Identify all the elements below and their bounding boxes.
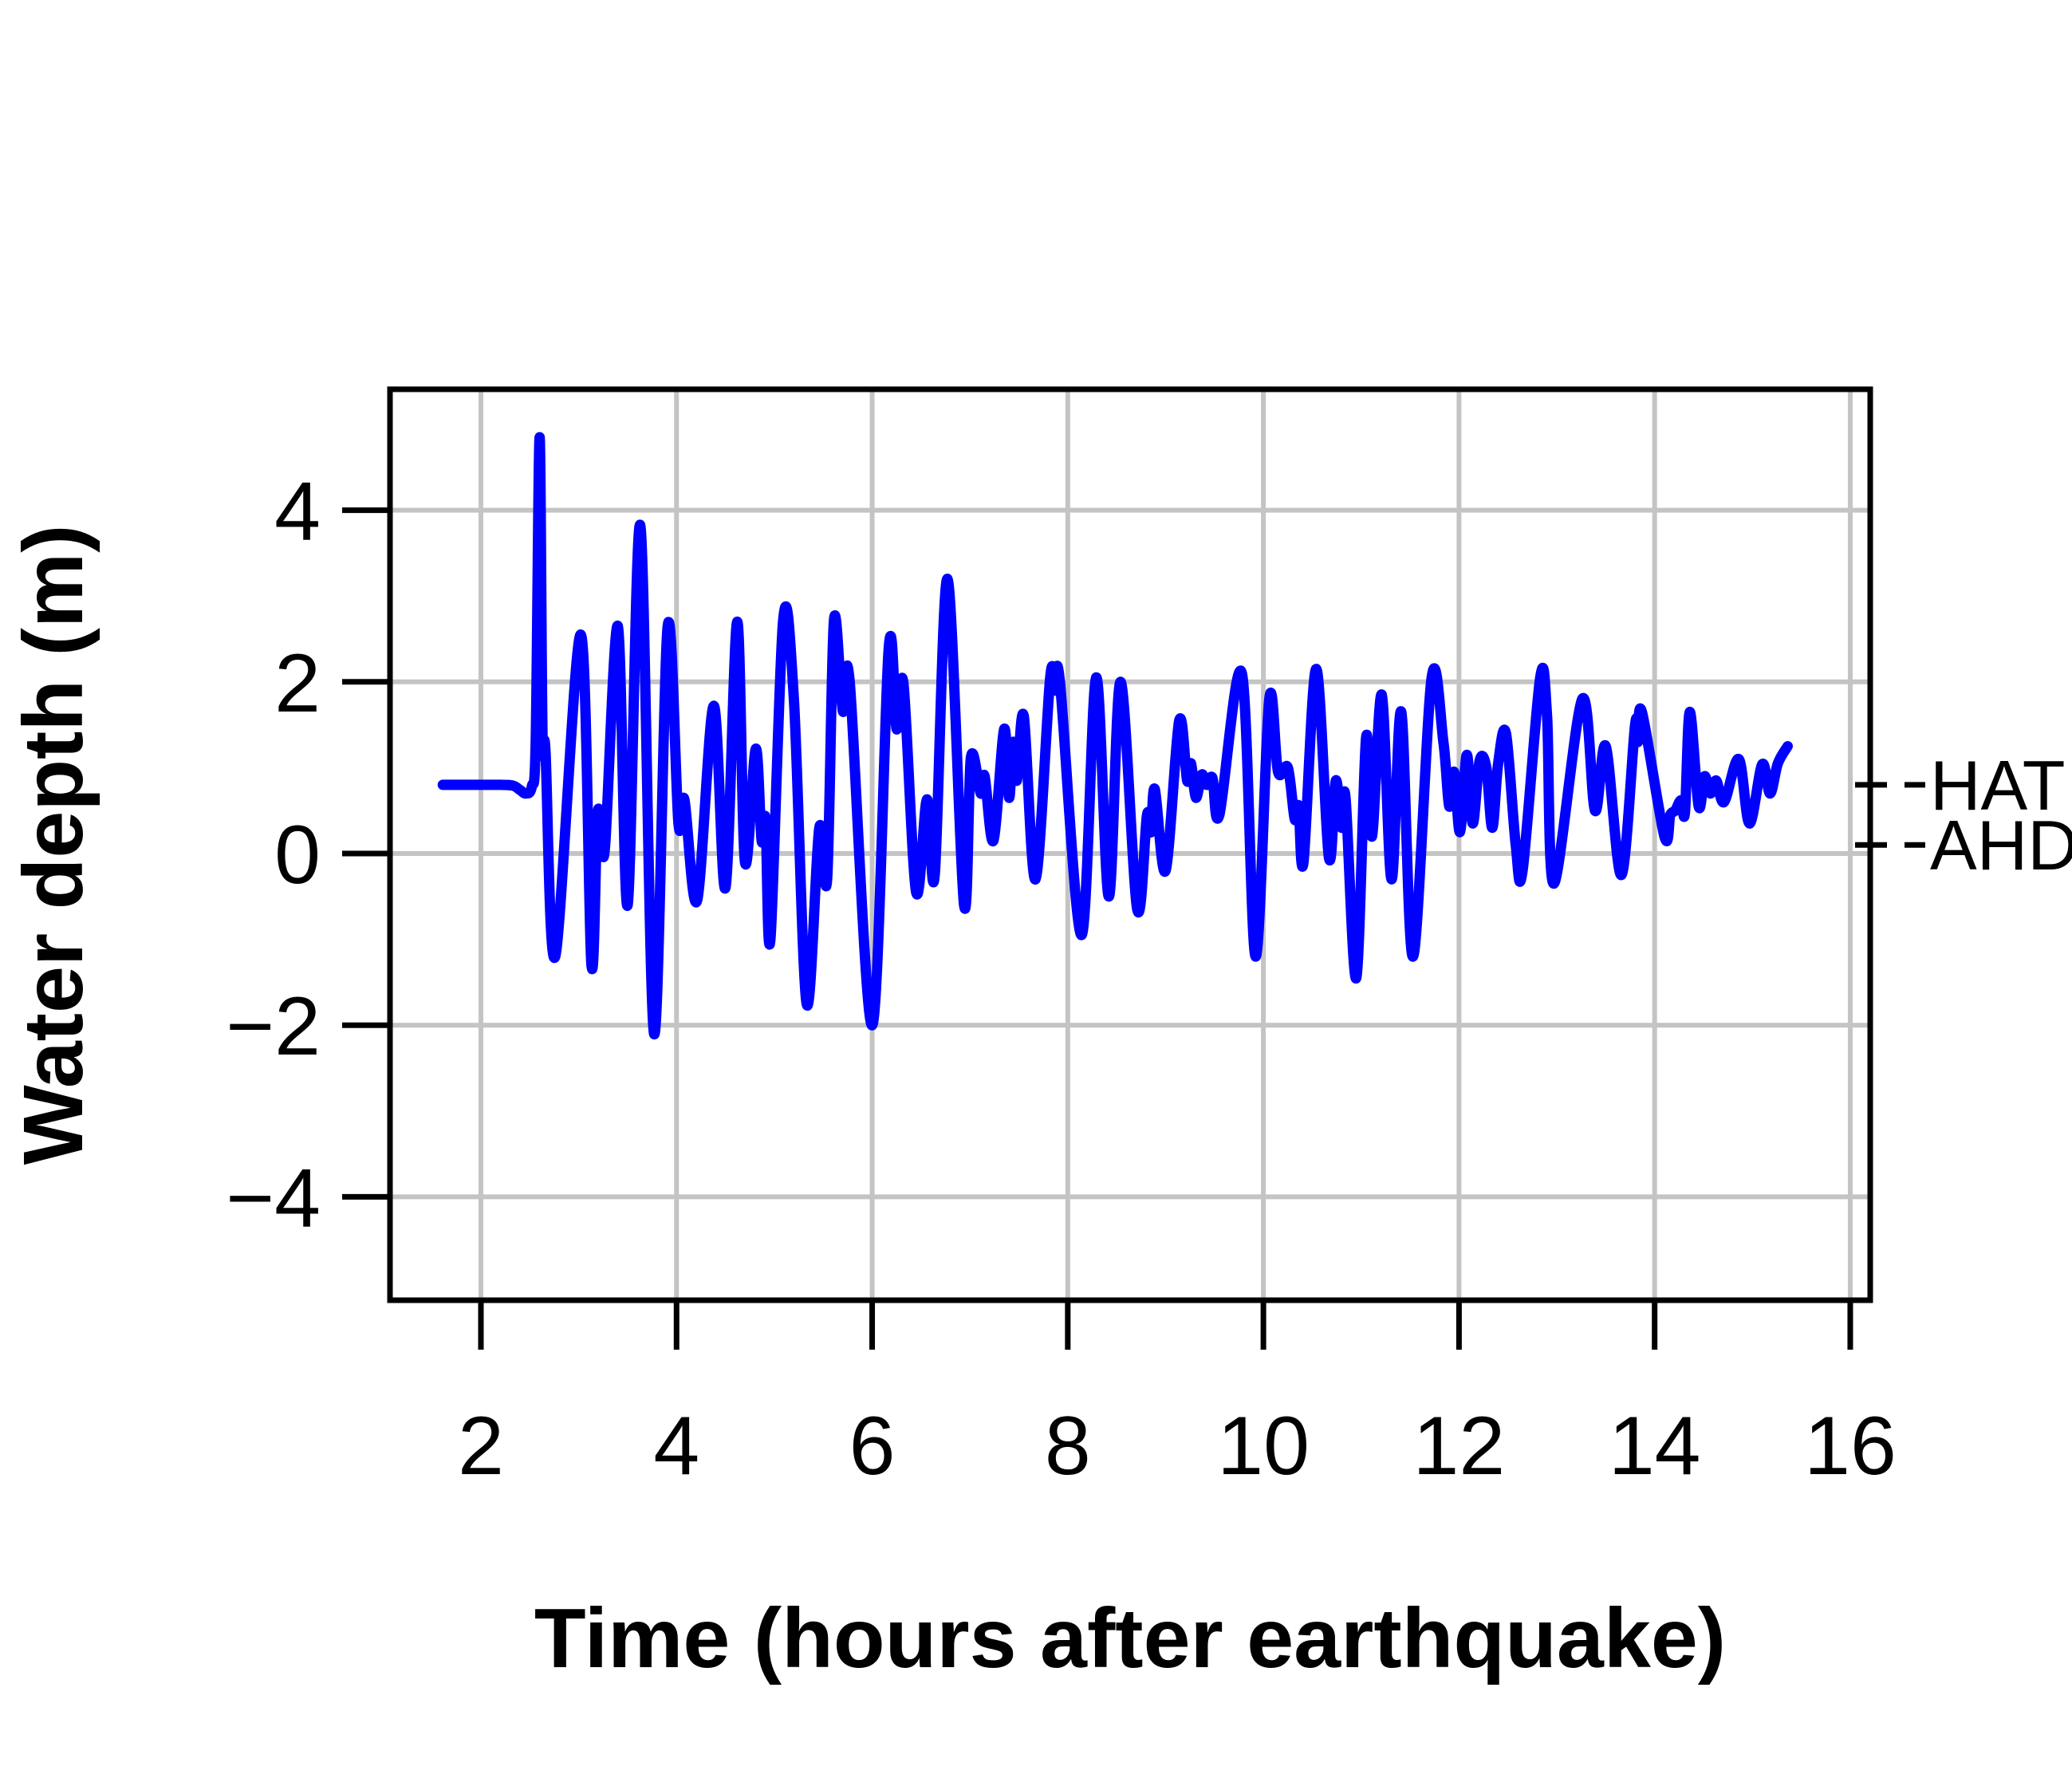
y-tick-label--4: −4 [226, 1152, 321, 1244]
x-tick-label-2: 2 [458, 1400, 504, 1492]
hat-label: HAT [1930, 746, 2065, 825]
ahd-label: AHD [1930, 806, 2072, 885]
y-axis-title: Water depth (m) [6, 525, 100, 1165]
x-tick-label-4: 4 [653, 1400, 699, 1492]
y-tick-label-0: 0 [274, 809, 321, 901]
x-tick-label-10: 10 [1217, 1400, 1310, 1492]
x-tick-label-12: 12 [1413, 1400, 1506, 1492]
x-tick-label-16: 16 [1804, 1400, 1897, 1492]
y-tick-label-4: 4 [274, 466, 321, 558]
x-axis-title: Time (hours after earthquake) [534, 1591, 1726, 1686]
x-tick-labels: 2 4 6 8 10 12 14 16 [458, 1400, 1897, 1492]
axis-ticks [342, 507, 1853, 1350]
water-depth-line [437, 432, 1793, 1039]
x-tick-label-6: 6 [849, 1400, 896, 1492]
x-tick-label-14: 14 [1609, 1400, 1701, 1492]
y-tick-label-2: 2 [274, 637, 321, 730]
y-tick-labels: −4 −2 0 2 4 [226, 466, 321, 1245]
x-tick-label-8: 8 [1045, 1400, 1091, 1492]
y-tick-label--2: −2 [226, 980, 321, 1073]
